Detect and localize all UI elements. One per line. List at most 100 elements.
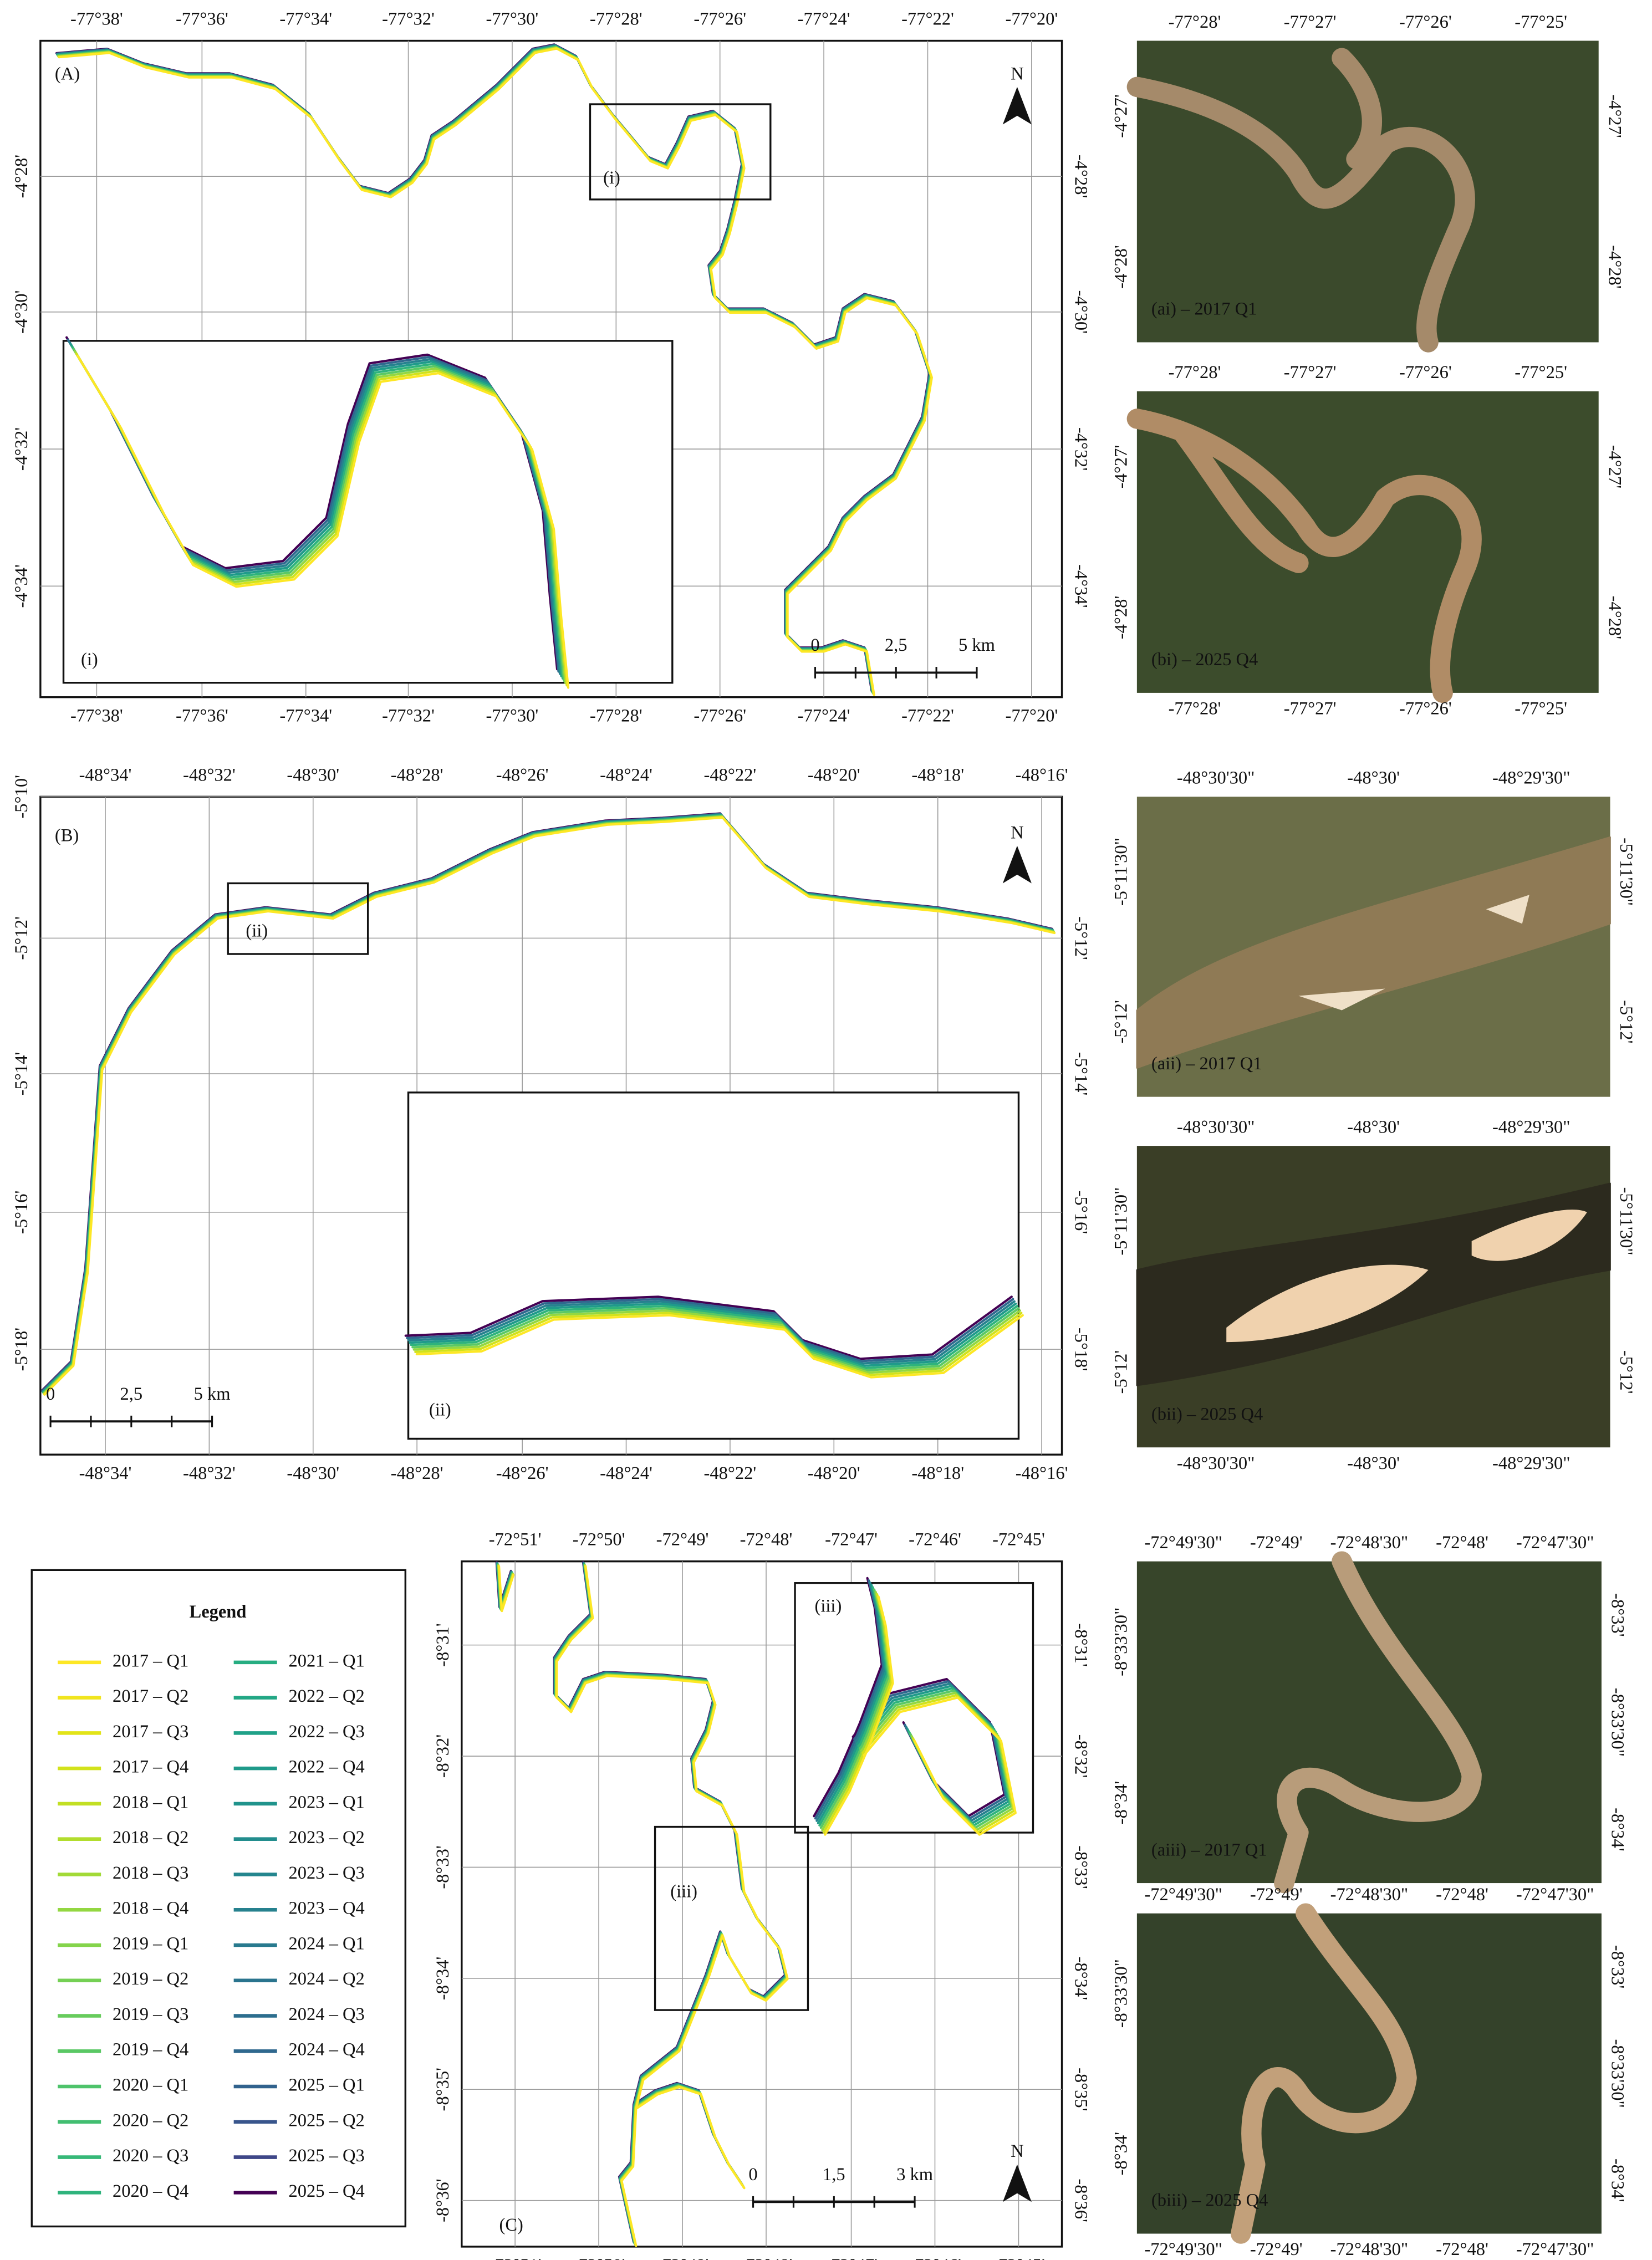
image-bottom-coordinate: -72°48'30" [1330,2239,1409,2259]
legend-label: 2022 – Q3 [289,1722,365,1742]
legend-label: 2021 – Q1 [289,1651,365,1671]
satellite-image [1136,1913,1602,2234]
image-top-coordinate: -48°29'30" [1492,1117,1571,1137]
legend-label: 2017 – Q1 [113,1651,188,1671]
image-left-coordinate: -5°11'30" [1111,838,1131,906]
legend-label: 2025 – Q1 [289,2075,365,2095]
legend-label: 2019 – Q2 [113,1969,188,1989]
bottom-coordinate: -77°38' [70,706,123,726]
bottom-coordinate: -72°51' [489,2256,542,2260]
zoom-box-label: (i) [603,168,620,188]
bottom-coordinate: -48°28' [391,1463,443,1483]
river-line [414,1312,1023,1376]
image-top-coordinate: -72°47'30" [1516,1533,1594,1553]
bottom-coordinate: -72°47' [825,2256,878,2260]
legend-label: 2020 – Q4 [113,2181,188,2201]
top-coordinate: -48°24' [600,765,652,785]
legend-label: 2019 – Q1 [113,1934,188,1953]
top-coordinate: -72°49' [656,1530,709,1550]
left-coordinate: -8°32' [433,1734,453,1778]
image-right-coordinate: -5°11'30" [1616,1187,1636,1256]
image-top-coordinate: -48°30'30" [1177,768,1255,788]
left-coordinate: -8°31' [433,1623,453,1666]
image-bottom-coordinate: -77°27' [1284,699,1337,719]
bottom-coordinate: -77°28' [590,706,643,726]
top-coordinate: -48°34' [79,765,132,785]
image-left-coordinate: -8°34' [1111,1781,1131,1824]
inset-label: (ii) [429,1400,451,1420]
image-river [1126,409,1482,703]
river-line [409,1302,1017,1367]
scale-label: 2,5 [120,1384,143,1404]
river-line [411,1307,1020,1372]
left-coordinate: -8°36' [433,2179,453,2222]
image-caption: (bii) – 2025 Q4 [1151,1404,1263,1424]
image-top-coordinate: -77°28' [1169,12,1221,32]
left-coordinate: -4°28' [12,155,32,198]
bottom-coordinate: -72°46' [909,2256,961,2260]
image-top-coordinate: -77°27' [1284,12,1337,32]
top-coordinate: -77°30' [486,9,539,29]
legend-label: 2018 – Q2 [113,1828,188,1848]
left-coordinate: -5°18' [12,1328,32,1371]
image-right-coordinate: -8°34' [1607,1808,1627,1851]
legend-label: 2020 – Q2 [113,2110,188,2130]
scale-label: 1,5 [823,2165,845,2185]
top-coordinate: -48°26' [496,765,549,785]
top-coordinate: -48°22' [704,765,757,785]
bottom-coordinate: -77°24' [798,706,850,726]
image-top-coordinate: -72°47'30" [1516,1885,1594,1905]
legend-label: 2018 – Q1 [113,1792,188,1812]
image-top-coordinate: -77°25' [1515,363,1567,382]
legend-box [30,1569,407,2228]
image-bottom-coordinate: -77°25' [1515,699,1567,719]
top-coordinate: -77°38' [70,9,123,29]
river-line [407,1300,1016,1365]
river-line [58,47,933,696]
right-coordinate: -4°32' [1070,427,1090,471]
image-right-coordinate: -5°12' [1616,1350,1636,1394]
image-river [1231,1903,1417,2244]
bottom-coordinate: -72°50' [573,2256,625,2260]
legend-label: 2017 – Q3 [113,1722,188,1742]
river-line [404,1295,1013,1360]
sandbar [1226,1210,1587,1343]
top-coordinate: -72°45' [992,1530,1045,1550]
legend-label: 2022 – Q2 [289,1686,365,1706]
bottom-coordinate: -77°36' [176,706,228,726]
image-left-coordinate: -5°12' [1111,1000,1131,1043]
scale-label: 0 [46,1384,55,1404]
bottom-coordinate: -77°34' [279,706,332,726]
scale-label: 3 km [896,2165,933,2185]
river-line [498,1565,789,2247]
image-left-coordinate: -4°27' [1111,94,1131,137]
top-coordinate: -77°24' [798,9,850,29]
image-top-coordinate: -48°30' [1347,1117,1400,1137]
right-coordinate: -8°31' [1070,1623,1090,1666]
river-line [824,1595,1017,1836]
image-right-coordinate: -4°28' [1604,245,1624,288]
bottom-coordinate: -48°16' [1016,1463,1068,1483]
image-right-coordinate: -4°27' [1604,94,1624,137]
top-coordinate: -72°50' [573,1530,625,1550]
right-coordinate: -5°12' [1070,916,1090,960]
top-coordinate: -48°20' [808,765,860,785]
zoom-box [589,103,772,201]
legend-title: Legend [190,1602,247,1622]
zoom-box-label: (ii) [246,921,268,941]
legend-label: 2025 – Q2 [289,2110,365,2130]
right-coordinate: -8°32' [1070,1734,1090,1778]
image-top-coordinate: -77°26' [1399,12,1452,32]
top-coordinate: -77°28' [590,9,643,29]
river-line [415,1314,1024,1379]
left-coordinate: -4°34' [12,564,32,608]
scale-label: 2,5 [885,635,907,655]
bottom-coordinate: -72°48' [740,2256,793,2260]
legend-label: 2017 – Q4 [113,1757,188,1777]
image-right-coordinate: -4°27' [1604,445,1624,488]
image-right-coordinate: -8°33'30" [1607,1688,1627,1757]
image-left-coordinate: -4°27' [1111,445,1131,488]
river-line [406,1298,1014,1363]
panel-label: (B) [55,826,79,846]
scale-label: 5 km [194,1384,231,1404]
